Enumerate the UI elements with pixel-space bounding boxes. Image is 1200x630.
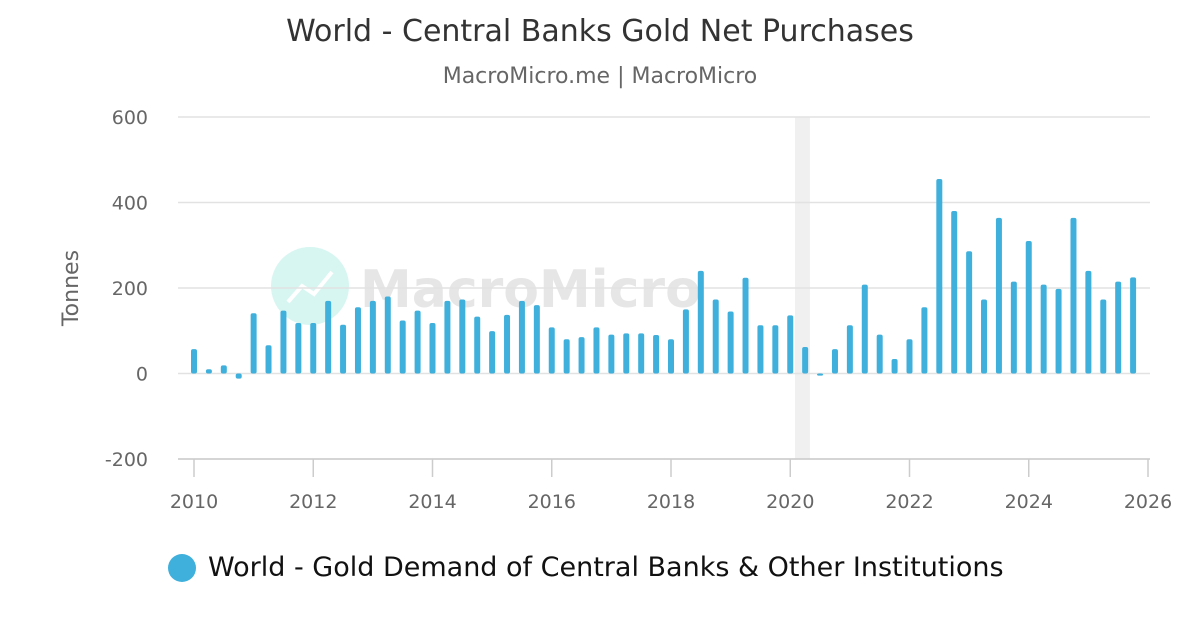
bar[interactable] [563,339,570,374]
bar[interactable] [936,178,943,374]
bar[interactable] [474,316,481,374]
bar[interactable] [951,211,958,374]
bar[interactable] [1040,284,1047,374]
y-tick-label: 600 [112,107,148,129]
bar[interactable] [399,320,406,374]
bar[interactable] [578,337,585,374]
bar[interactable] [518,300,525,374]
y-axis-ticks: -200 0 200 400 600 [105,107,148,471]
bar[interactable] [742,277,749,374]
chart-title: World - Central Banks Gold Net Purchases [286,14,914,49]
bar[interactable] [1115,281,1122,374]
bar[interactable] [668,339,674,374]
legend-label: World - Gold Demand of Central Banks & O… [208,552,1004,583]
bar[interactable] [682,309,689,374]
bar[interactable] [1100,299,1107,374]
x-tick-label: 2014 [408,491,456,513]
bar[interactable] [712,299,719,374]
bar[interactable] [205,369,212,374]
bar[interactable] [369,300,376,374]
bar[interactable] [1055,288,1062,374]
x-axis: 2010 2012 2014 2016 2018 2020 2022 2024 2026 [170,458,1172,513]
bar[interactable] [831,349,838,374]
bar[interactable] [638,333,645,374]
bar[interactable] [384,296,391,374]
bar[interactable] [504,314,511,374]
bar[interactable] [921,307,928,374]
bar[interactable] [772,325,779,374]
bar[interactable] [1025,240,1032,374]
bar[interactable] [817,373,824,376]
bar[interactable] [1070,217,1077,374]
watermark: MacroMicro [271,247,701,325]
bar[interactable] [757,325,764,374]
y-tick-label: 400 [112,193,148,215]
bar[interactable] [325,300,332,374]
x-tick-label: 2020 [766,491,814,513]
x-tick-label: 2012 [289,491,337,513]
y-tick-label: -200 [105,449,148,471]
x-tick-label: 2026 [1124,491,1172,513]
bar[interactable] [861,284,868,374]
bar[interactable] [1085,270,1092,374]
grid-lines [178,116,1150,460]
bar[interactable] [802,346,809,374]
bar[interactable] [235,373,242,379]
bar[interactable] [191,349,197,374]
bar[interactable] [608,334,615,374]
bar[interactable] [1010,281,1017,374]
bar[interactable] [995,217,1002,374]
x-tick-label: 2022 [885,491,933,513]
x-tick-label: 2024 [1005,491,1053,513]
bar[interactable] [414,310,421,374]
bar[interactable] [966,251,973,374]
bar[interactable] [340,324,347,374]
y-tick-label: 200 [112,278,148,300]
x-tick-label: 2010 [170,491,218,513]
bar[interactable] [354,307,361,374]
bar[interactable] [220,365,227,374]
bar[interactable] [265,345,272,374]
bar[interactable] [906,339,913,374]
bar[interactable] [250,313,257,374]
y-tick-label: 0 [136,364,148,386]
bar[interactable] [876,334,883,374]
bar[interactable] [459,299,466,374]
bar[interactable] [295,323,302,374]
bar[interactable] [846,325,853,374]
bar[interactable] [653,335,660,374]
bar[interactable] [787,315,794,374]
bar[interactable] [697,270,704,374]
bar[interactable] [981,299,988,374]
bar[interactable] [623,333,630,374]
legend-marker-icon [168,553,196,582]
x-tick-label: 2016 [528,491,576,513]
legend[interactable]: World - Gold Demand of Central Banks & O… [168,552,1004,583]
bar[interactable] [1130,277,1137,374]
bar[interactable] [429,323,436,374]
watermark-text: MacroMicro [360,260,701,320]
bar[interactable] [548,327,555,374]
x-tick-label: 2018 [647,491,695,513]
watermark-logo-line [286,270,334,304]
bar[interactable] [489,331,496,374]
bar[interactable] [533,305,540,374]
bar-series [191,178,1137,379]
bar[interactable] [593,327,600,374]
bar[interactable] [444,300,451,374]
bar[interactable] [891,358,898,374]
bar[interactable] [280,310,287,374]
chart-subtitle: MacroMicro.me | MacroMicro [442,64,758,89]
bar[interactable] [727,311,734,374]
y-axis-label: Tonnes [59,250,84,327]
bar[interactable] [310,323,317,374]
